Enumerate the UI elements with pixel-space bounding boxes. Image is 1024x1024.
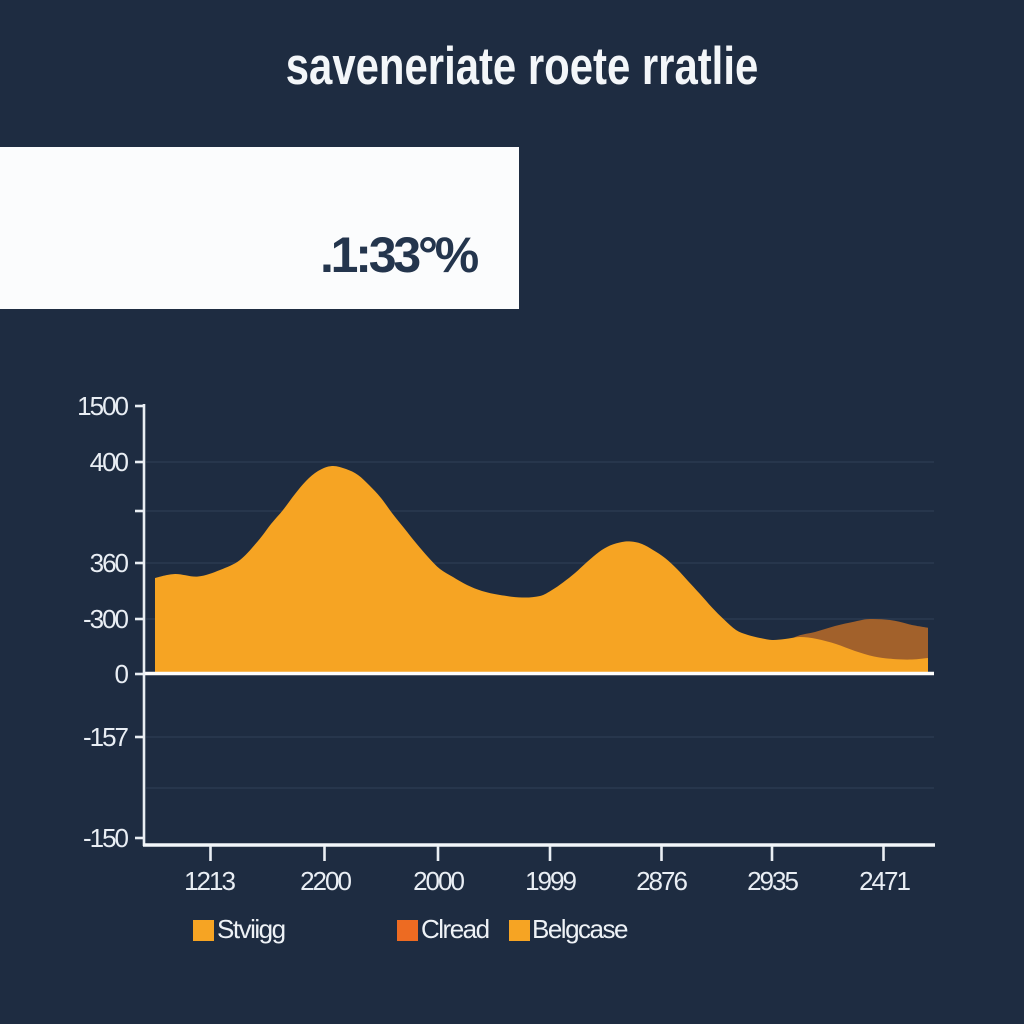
svg-text:-300: -300 xyxy=(83,604,129,634)
svg-text:400: 400 xyxy=(90,447,129,477)
svg-text:Belgcase: Belgcase xyxy=(532,914,628,944)
svg-text:-157: -157 xyxy=(83,722,129,752)
svg-text:-150: -150 xyxy=(83,823,129,853)
svg-text:360: 360 xyxy=(90,548,129,578)
svg-text:1500: 1500 xyxy=(77,391,128,421)
svg-text:2200: 2200 xyxy=(300,866,351,896)
svg-text:0: 0 xyxy=(115,659,129,689)
svg-text:Stviigg: Stviigg xyxy=(217,914,285,944)
svg-text:2935: 2935 xyxy=(747,866,798,896)
svg-text:2876: 2876 xyxy=(636,866,687,896)
svg-text:1213: 1213 xyxy=(184,866,235,896)
svg-text:Clread: Clread xyxy=(421,914,489,944)
svg-text:2471: 2471 xyxy=(859,866,910,896)
svg-text:1999: 1999 xyxy=(525,866,576,896)
svg-text:2000: 2000 xyxy=(413,866,464,896)
